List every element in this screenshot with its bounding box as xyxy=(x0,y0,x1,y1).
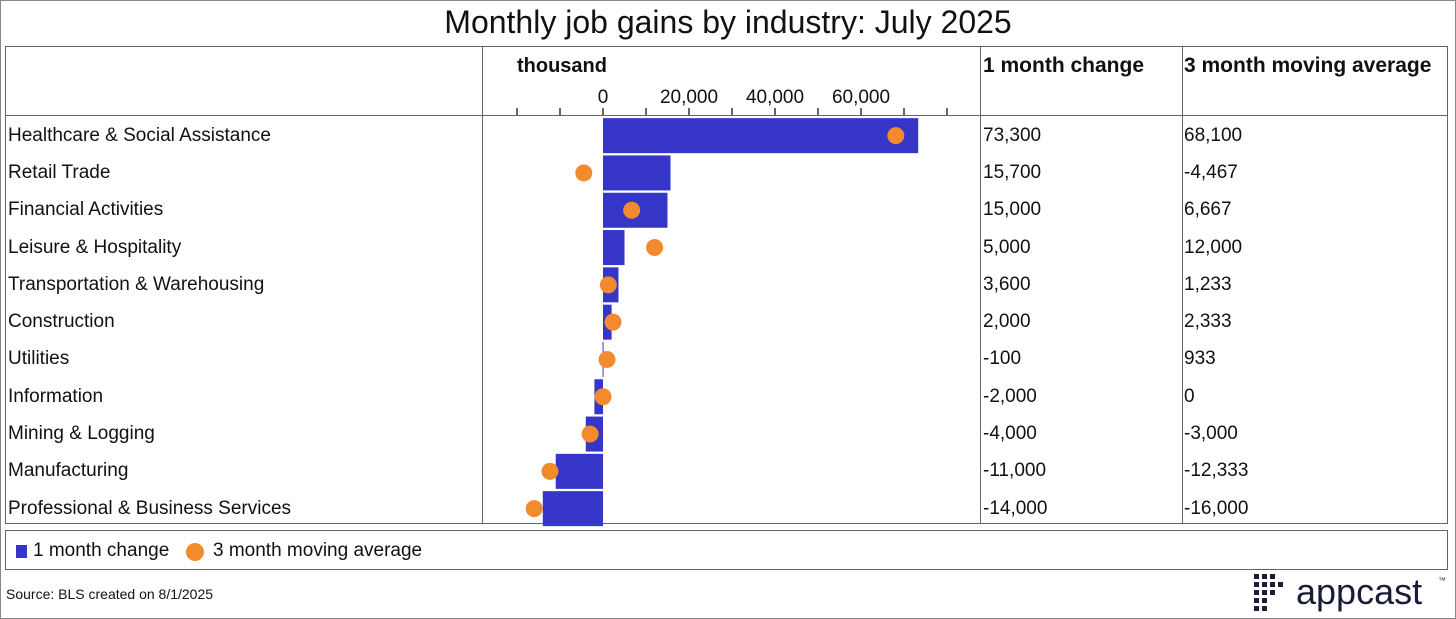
appcast-logo: appcast ™ xyxy=(1252,570,1448,614)
value-3-month-average: 6,667 xyxy=(1184,199,1232,221)
category-label: Utilities xyxy=(8,348,70,370)
x-tick-label: 60,000 xyxy=(832,87,890,108)
category-label: Transportation & Warehousing xyxy=(8,273,265,295)
appcast-logo-mark-icon xyxy=(1254,574,1283,611)
bar-1-month-change xyxy=(603,118,919,154)
value-3-month-average: 933 xyxy=(1184,348,1216,370)
value-3-month-average: -4,467 xyxy=(1184,161,1238,183)
category-label: Retail Trade xyxy=(8,161,111,183)
bar-1-month-change xyxy=(603,230,625,266)
dot-3-month-average xyxy=(541,462,559,480)
legend: 1 month change 3 month moving average xyxy=(5,530,1448,570)
dot-3-month-average xyxy=(581,425,599,443)
dot-3-month-average xyxy=(604,313,622,331)
category-label: Information xyxy=(8,385,104,407)
appcast-logo-text: appcast xyxy=(1296,571,1423,612)
dot-3-month-average xyxy=(599,276,617,294)
column-header-1-month: 1 month change xyxy=(983,54,1145,77)
value-3-month-average: -3,000 xyxy=(1184,423,1238,445)
dot-3-month-average xyxy=(594,388,612,406)
x-tick-label: 0 xyxy=(598,87,609,108)
category-label: Professional & Business Services xyxy=(8,497,292,519)
bar-1-month-change xyxy=(603,155,671,191)
value-1-month-change: -14,000 xyxy=(983,497,1048,519)
header-divider xyxy=(5,115,1448,116)
value-3-month-average: 68,100 xyxy=(1184,124,1243,146)
x-tick-label: 40,000 xyxy=(746,87,804,108)
legend-dot-swatch xyxy=(186,543,204,561)
dot-3-month-average xyxy=(525,500,543,518)
appcast-logo-tm: ™ xyxy=(1438,576,1446,585)
legend-bar-swatch xyxy=(16,545,27,558)
category-label: Financial Activities xyxy=(8,199,164,221)
category-label: Mining & Logging xyxy=(8,423,155,445)
category-label: Construction xyxy=(8,311,115,333)
legend-label-3-month: 3 month moving average xyxy=(213,540,423,561)
value-1-month-change: 3,600 xyxy=(983,273,1031,295)
value-3-month-average: -12,333 xyxy=(1184,460,1249,482)
value-1-month-change: -100 xyxy=(983,348,1022,370)
value-1-month-change: -2,000 xyxy=(983,385,1037,407)
dot-3-month-average xyxy=(598,350,616,368)
axis-title: thousand xyxy=(517,55,607,77)
chart-title: Monthly job gains by industry: July 2025 xyxy=(444,4,1012,40)
category-label: Leisure & Hospitality xyxy=(8,236,182,258)
legend-label-1-month: 1 month change xyxy=(33,540,170,561)
dot-3-month-average xyxy=(575,164,593,182)
data-table xyxy=(5,46,1448,524)
bar-1-month-change xyxy=(542,491,603,527)
value-1-month-change: 73,300 xyxy=(983,124,1042,146)
column-divider xyxy=(1182,46,1183,524)
bar-1-month-change xyxy=(555,453,603,489)
source-note: Source: BLS created on 8/1/2025 xyxy=(6,586,214,602)
column-divider xyxy=(482,46,483,524)
value-1-month-change: 5,000 xyxy=(983,236,1031,258)
dot-3-month-average xyxy=(887,127,905,145)
dot-3-month-average xyxy=(646,239,664,257)
x-tick-label: 20,000 xyxy=(660,87,718,108)
dot-3-month-average xyxy=(623,201,641,219)
category-label: Healthcare & Social Assistance xyxy=(8,124,271,146)
value-1-month-change: 2,000 xyxy=(983,311,1031,333)
column-header-3-month: 3 month moving average xyxy=(1184,54,1432,77)
value-3-month-average: 0 xyxy=(1184,385,1195,407)
value-3-month-average: 1,233 xyxy=(1184,273,1232,295)
value-3-month-average: -16,000 xyxy=(1184,497,1249,519)
category-label: Manufacturing xyxy=(8,460,129,482)
value-1-month-change: 15,700 xyxy=(983,161,1042,183)
value-3-month-average: 12,000 xyxy=(1184,236,1243,258)
value-1-month-change: -11,000 xyxy=(983,460,1047,482)
value-3-month-average: 2,333 xyxy=(1184,311,1232,333)
value-1-month-change: -4,000 xyxy=(983,423,1037,445)
value-1-month-change: 15,000 xyxy=(983,199,1042,221)
column-divider xyxy=(980,46,981,524)
